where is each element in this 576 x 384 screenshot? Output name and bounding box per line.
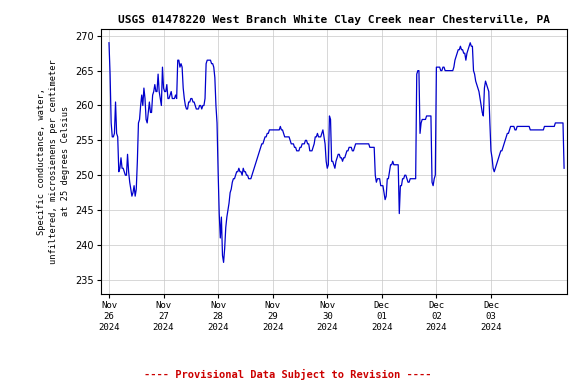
Title: USGS 01478220 West Branch White Clay Creek near Chesterville, PA: USGS 01478220 West Branch White Clay Cre…	[118, 15, 550, 25]
Text: ---- Provisional Data Subject to Revision ----: ---- Provisional Data Subject to Revisio…	[144, 369, 432, 380]
Y-axis label: Specific conductance, water,
unfiltered, microsienens per centimeter
at 25 degre: Specific conductance, water, unfiltered,…	[37, 59, 70, 264]
